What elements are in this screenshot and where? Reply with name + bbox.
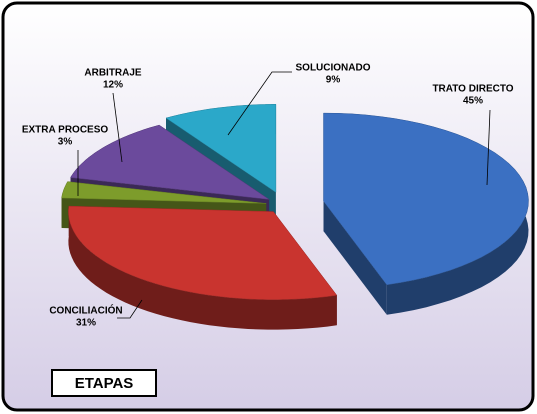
slice xyxy=(68,205,338,300)
title-box xyxy=(51,369,157,397)
slice xyxy=(165,104,277,193)
data-label-name: TRATO DIRECTO xyxy=(432,84,513,95)
slice xyxy=(70,124,270,200)
chart-title: ETAPAS xyxy=(75,375,134,392)
slice-side xyxy=(323,201,387,315)
data-label-name: CONCILIACIÓN xyxy=(49,304,122,317)
leader-line xyxy=(227,71,292,136)
data-label-name: ARBITRAJE xyxy=(84,68,142,79)
data-label: 3% xyxy=(58,137,73,148)
slice xyxy=(323,112,529,286)
slice-wall xyxy=(68,206,337,330)
data-label: 12% xyxy=(103,80,123,91)
leader-line xyxy=(112,92,123,163)
slice xyxy=(61,181,267,204)
data-label: 31% xyxy=(76,318,96,329)
leader-line xyxy=(117,299,143,319)
data-label-name: SOLUCIONADO xyxy=(296,63,371,74)
data-label: 45% xyxy=(463,96,483,107)
data-label-name: EXTRA PROCESO xyxy=(22,125,109,136)
pie xyxy=(61,104,529,330)
leader-line xyxy=(486,109,491,186)
data-label: 9% xyxy=(326,75,341,86)
